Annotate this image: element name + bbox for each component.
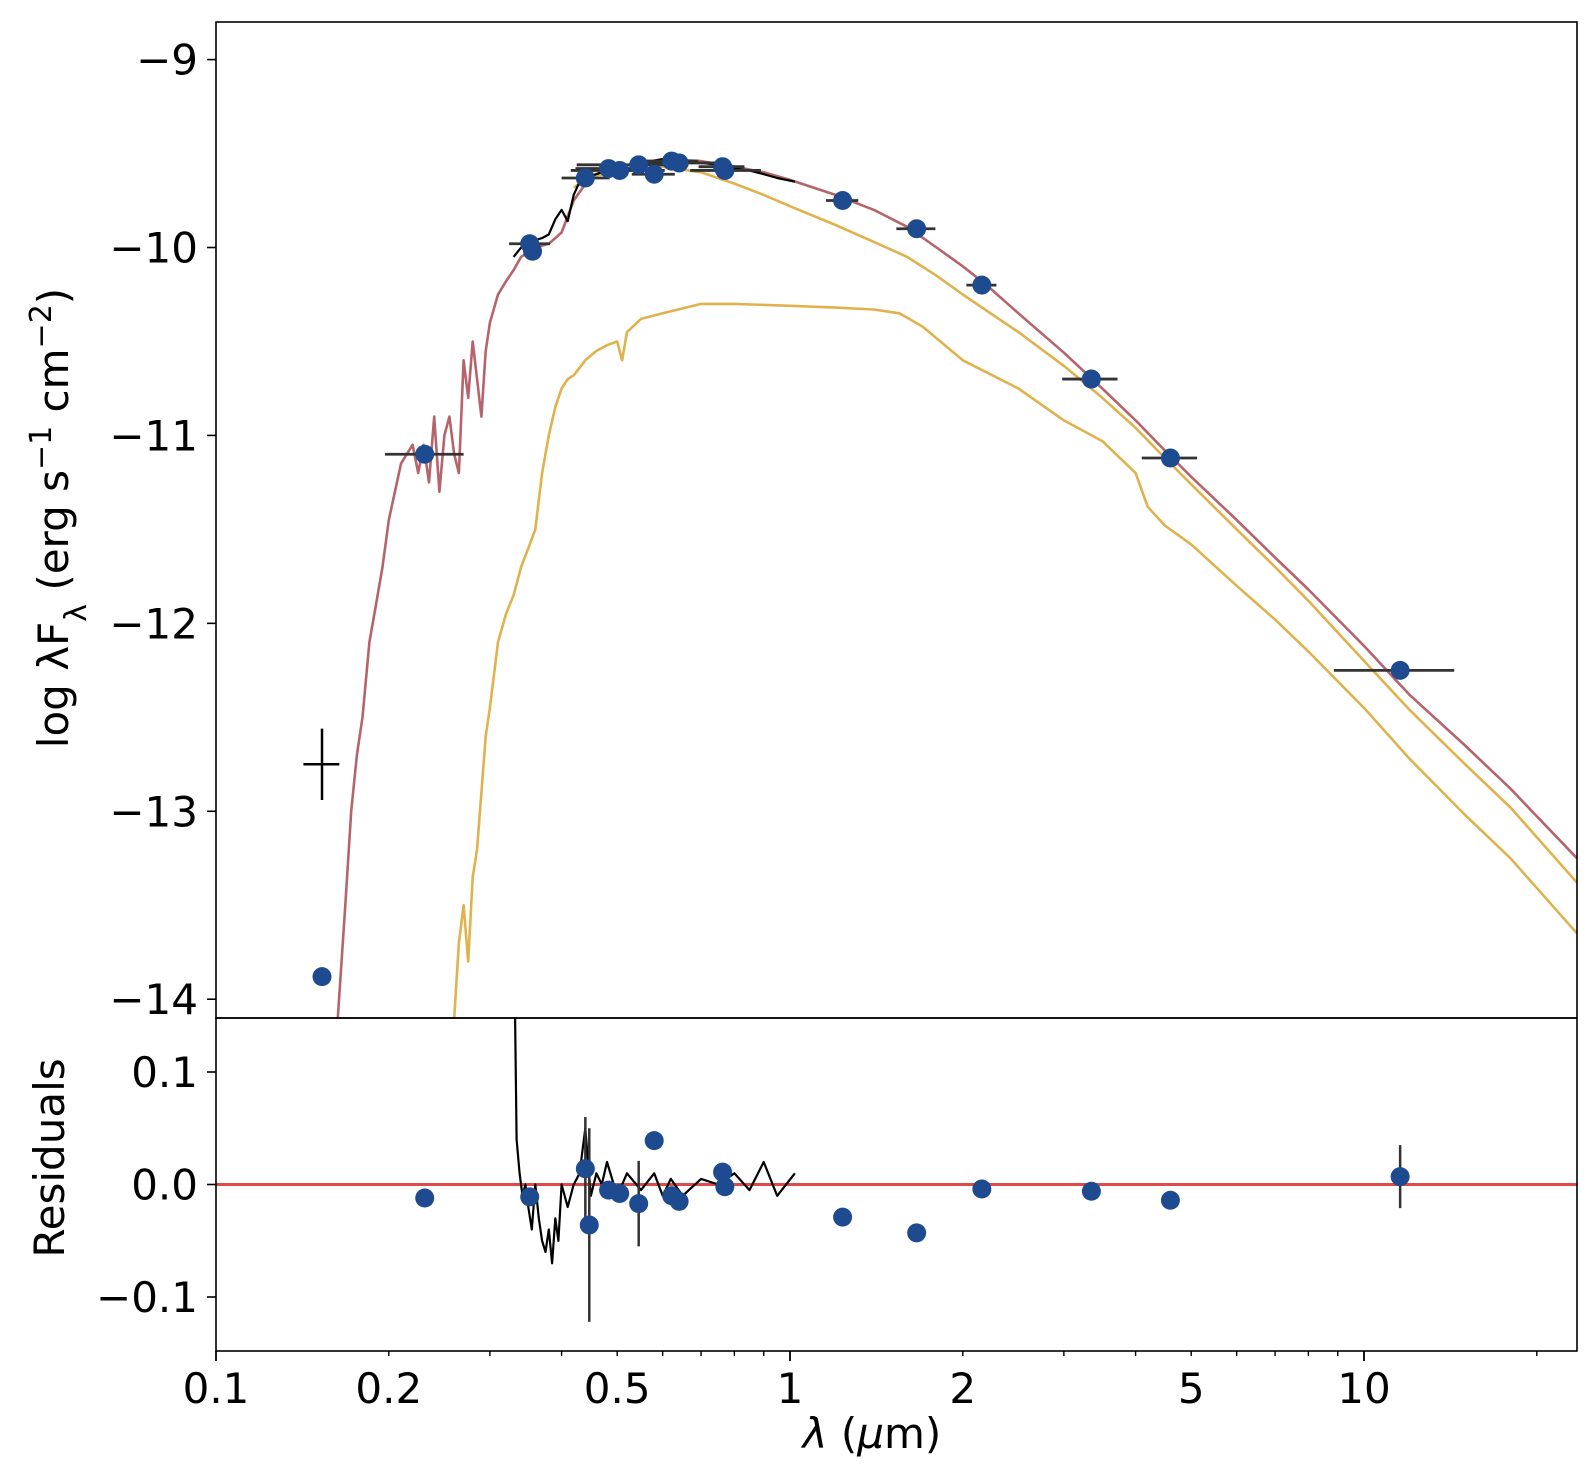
series-line-component-1 <box>572 165 1577 884</box>
residual-point <box>715 1177 735 1197</box>
residuals-ytick-label: −0.1 <box>96 1273 198 1322</box>
xtick-label: 5 <box>1178 1364 1205 1413</box>
residual-point <box>972 1179 992 1199</box>
sed-frame <box>215 21 1578 1019</box>
photometry-point <box>715 160 735 180</box>
sed-ytick-label: −10 <box>109 224 198 273</box>
photometry-point <box>629 155 649 175</box>
series-line-total-model <box>336 157 1577 1018</box>
residual-point <box>1390 1167 1410 1187</box>
photometry-point <box>575 168 595 188</box>
residual-point <box>713 1162 733 1182</box>
residual-point <box>415 1188 435 1208</box>
sed-plot-area <box>303 151 1577 1018</box>
photometry-point <box>644 164 664 184</box>
xtick-label: 0.5 <box>584 1364 651 1413</box>
photometry-point <box>669 153 689 173</box>
xtick-label: 1 <box>777 1364 804 1413</box>
residuals-ytick-label: 0.1 <box>131 1048 198 1097</box>
residuals-plot-area <box>216 1018 1577 1322</box>
photometry-point <box>907 219 927 239</box>
sed-ytick-label: −11 <box>109 411 198 460</box>
xlabel: λ (μm) <box>801 1409 942 1458</box>
residual-point <box>629 1194 649 1214</box>
residual-point <box>1081 1181 1101 1201</box>
xtick-label: 0.2 <box>355 1364 422 1413</box>
photometry-point <box>415 444 435 464</box>
photometry-point <box>1160 448 1180 468</box>
photometry-point <box>972 275 992 295</box>
residual-point <box>669 1191 689 1211</box>
residuals-ylabel: Residuals <box>25 1058 74 1257</box>
xtick-label: 10 <box>1337 1364 1390 1413</box>
sed-panel: −9 −10 −11 −12 −13 −14 <box>109 21 1578 1024</box>
sed-ytick-label: −13 <box>109 787 198 836</box>
residual-point <box>520 1187 540 1207</box>
photometry-point <box>523 241 543 261</box>
residual-point <box>610 1184 630 1203</box>
sed-ylabel: log λFλ (erg s−1 cm−2) <box>24 288 94 748</box>
series-line-component-2 <box>452 302 1577 1018</box>
photometry-point <box>833 191 853 211</box>
photometry-point <box>1081 369 1101 389</box>
xtick-label: 2 <box>949 1364 976 1413</box>
residual-spectrum-line <box>514 1018 796 1265</box>
residual-point <box>907 1223 927 1243</box>
residual-point <box>644 1131 664 1151</box>
residual-point <box>575 1159 595 1179</box>
photometry-point <box>312 967 332 987</box>
residual-point <box>833 1207 853 1227</box>
residuals-ytick-label: 0.0 <box>131 1161 198 1210</box>
residual-point <box>1160 1190 1180 1210</box>
sed-ytick-label: −14 <box>109 975 198 1024</box>
photometry-point <box>610 160 630 180</box>
sed-ytick-label: −12 <box>109 599 198 648</box>
sed-ytick-label: −9 <box>136 36 198 85</box>
photometry-point <box>1390 660 1410 680</box>
residual-point <box>579 1215 599 1235</box>
residuals-panel: 0.1 0.0 −0.1 0.1 0.2 0.5 1 2 5 10 <box>96 1017 1578 1413</box>
xtick-label: 0.1 <box>183 1364 250 1413</box>
